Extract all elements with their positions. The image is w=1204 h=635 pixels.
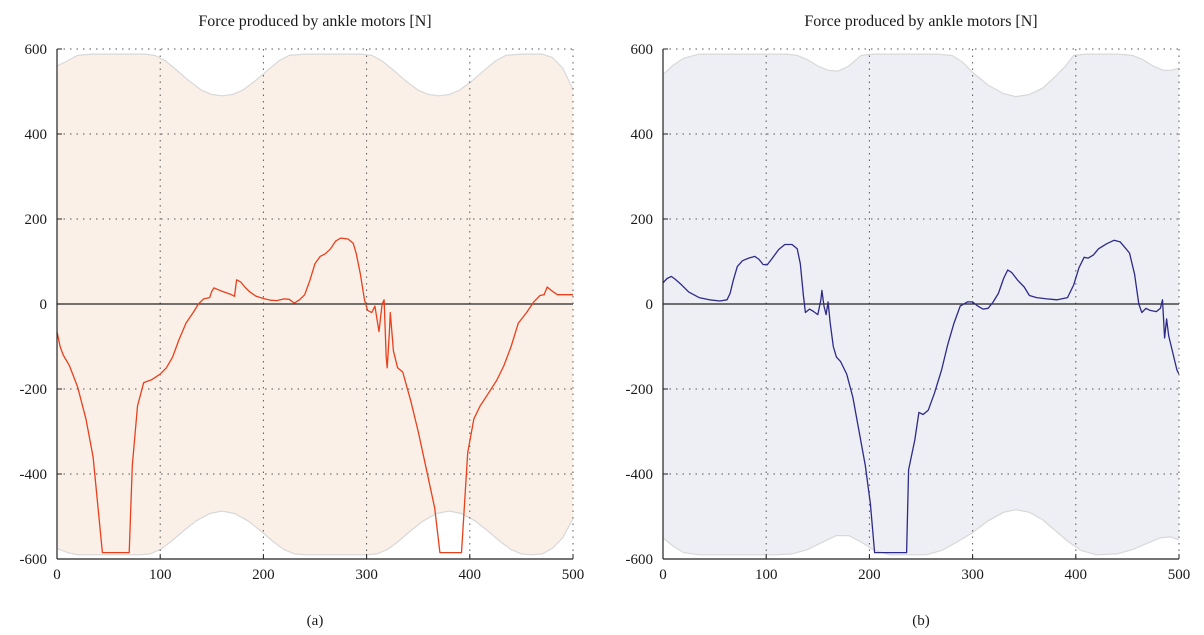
x-tick-label: 100 xyxy=(755,567,778,583)
x-tick-label: 200 xyxy=(858,567,881,583)
x-tick-label: 300 xyxy=(355,567,378,583)
x-tick-label: 400 xyxy=(1065,567,1088,583)
plot-area xyxy=(663,49,1179,559)
x-tick-label: 500 xyxy=(562,567,585,583)
y-tick-label: -200 xyxy=(626,382,654,398)
limit-band-lower-edge xyxy=(663,509,1179,556)
plot-area xyxy=(57,49,573,559)
limit-band-lower-edge xyxy=(57,510,573,556)
x-tick-label: 100 xyxy=(149,567,172,583)
chart-title: Force produced by ankle motors [N] xyxy=(198,13,431,30)
chart-title: Force produced by ankle motors [N] xyxy=(804,13,1037,30)
y-tick-label: -600 xyxy=(20,552,48,568)
y-tick-label: 400 xyxy=(25,127,48,143)
y-tick-label: 200 xyxy=(631,212,654,228)
x-tick-label: 300 xyxy=(961,567,984,583)
chart-panel-b: Force produced by ankle motors [N] 0 100 20… xyxy=(626,13,1191,583)
y-tick-label: 600 xyxy=(631,42,654,58)
series-line xyxy=(57,237,573,554)
chart-panel-a: Force produced by ankle motors [N] 0 100 20… xyxy=(20,13,585,583)
y-tick-label: -600 xyxy=(626,552,654,568)
y-tick-label: 200 xyxy=(25,212,48,228)
y-tick-label: 400 xyxy=(631,127,654,143)
x-tick-label: 400 xyxy=(459,567,482,583)
x-tick-label: 200 xyxy=(252,567,275,583)
caption-b: (b) xyxy=(912,613,930,629)
y-tick-label: 0 xyxy=(40,297,48,313)
y-tick-label: -400 xyxy=(626,467,654,483)
limit-band-upper-edge xyxy=(57,53,573,97)
series-line xyxy=(663,239,1179,554)
y-tick-label: -400 xyxy=(20,467,48,483)
x-tick-label: 500 xyxy=(1168,567,1191,583)
y-tick-label: 600 xyxy=(25,42,48,58)
caption-a: (a) xyxy=(307,613,324,629)
x-tick-label: 0 xyxy=(53,567,61,583)
y-tick-label: 0 xyxy=(646,297,654,313)
y-tick-label: -200 xyxy=(20,382,48,398)
x-tick-label: 0 xyxy=(659,567,667,583)
limit-band-upper-edge xyxy=(663,53,1179,98)
